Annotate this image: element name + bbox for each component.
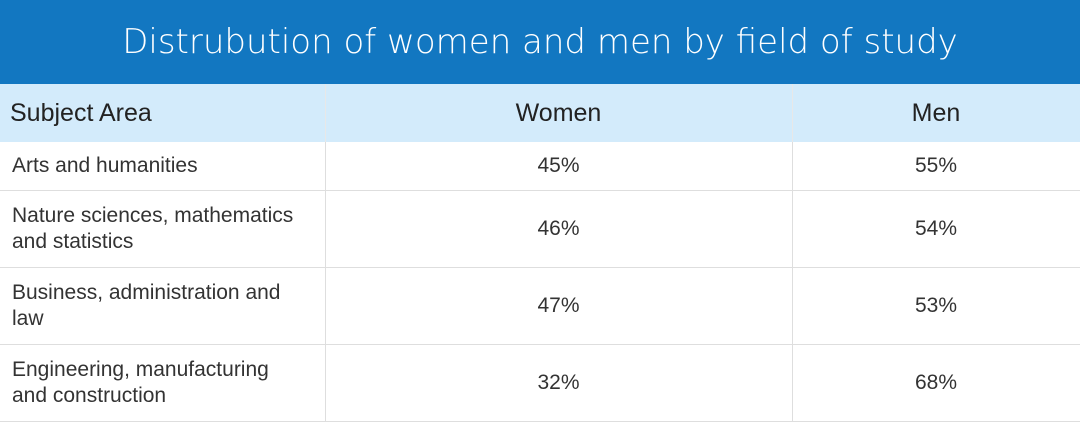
percent-cell: 45% [325,142,793,191]
percent-cell: 55% [792,142,1080,191]
table-row: Business, administration and law 47% 53% [0,267,1080,345]
table-title: Distrubution of women and men by field o… [0,0,1080,84]
header-row: Subject Area Women Men [0,84,1080,142]
percent-cell: 53% [792,267,1080,345]
table-row: Nature sciences, mathematics and statist… [0,190,1080,268]
subject-cell: Engineering, manufacturing and construct… [0,344,326,422]
table-row: Arts and humanities 45% 55% [0,142,1080,191]
column-header: Women [325,84,793,142]
percent-cell: 47% [325,267,793,345]
percent-cell: 46% [325,190,793,268]
subject-cell: Business, administration and law [0,267,326,345]
subject-cell: Nature sciences, mathematics and statist… [0,190,326,268]
percent-cell: 54% [792,190,1080,268]
percent-cell: 68% [792,344,1080,422]
data-table: Subject Area Women Men Arts and humanities… [0,84,1080,422]
column-header: Men [792,84,1080,142]
percent-cell: 32% [325,344,793,422]
subject-cell: Arts and humanities [0,142,326,191]
column-header: Subject Area [0,84,326,142]
table-row: Engineering, manufacturing and construct… [0,344,1080,422]
